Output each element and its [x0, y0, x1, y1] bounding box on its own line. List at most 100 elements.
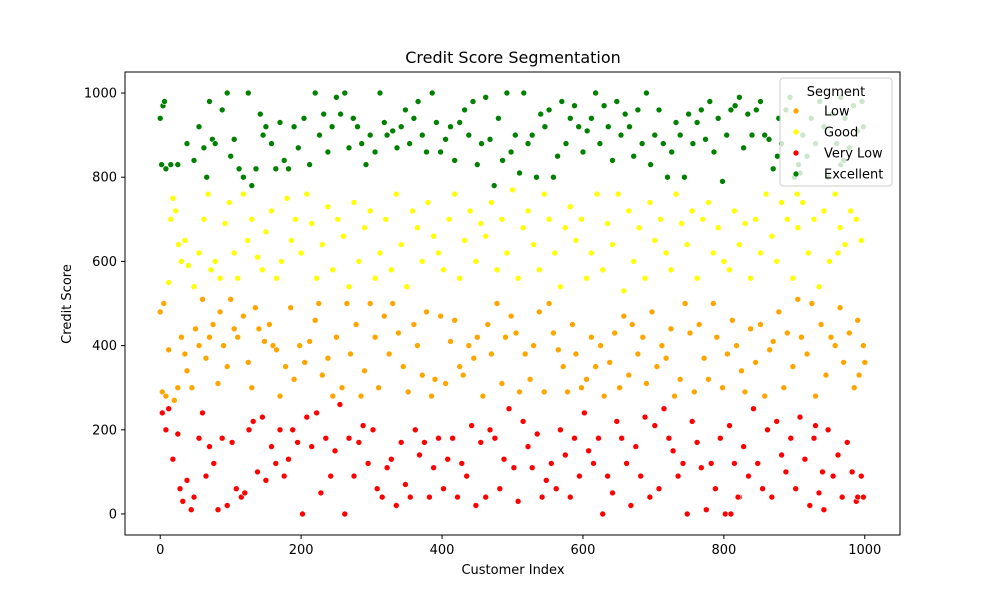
data-point	[540, 190, 548, 198]
data-point	[447, 123, 454, 130]
x-axis-label: Customer Index	[461, 563, 564, 578]
y-tick-label: 0	[109, 507, 117, 522]
data-point	[306, 161, 313, 168]
data-point	[635, 224, 643, 231]
data-point	[834, 451, 842, 459]
legend-label: Low	[824, 105, 850, 120]
data-point	[731, 102, 739, 109]
data-point	[647, 161, 654, 168]
data-point	[723, 131, 731, 139]
data-point	[660, 405, 668, 413]
data-point	[176, 485, 184, 493]
legend-box	[779, 77, 893, 187]
y-tick-label: 400	[92, 339, 117, 354]
data-point	[207, 266, 215, 274]
data-point	[764, 426, 771, 434]
data-point	[463, 472, 471, 480]
data-point	[613, 418, 621, 425]
data-point	[740, 144, 747, 152]
data-point	[558, 98, 566, 105]
data-point	[349, 115, 357, 122]
data-point	[421, 439, 428, 446]
data-point	[313, 409, 320, 417]
data-point	[280, 157, 288, 164]
data-point	[169, 195, 177, 202]
data-point	[174, 430, 182, 438]
data-point	[736, 94, 743, 101]
data-point	[815, 489, 823, 497]
data-point	[564, 388, 571, 396]
data-point	[156, 115, 164, 122]
data-point	[287, 304, 294, 312]
data-point	[585, 447, 592, 455]
data-point	[428, 89, 436, 97]
data-point	[329, 392, 337, 400]
data-point	[248, 384, 256, 392]
data-point	[796, 413, 804, 421]
data-point	[775, 308, 783, 316]
legend-label: Good	[824, 126, 858, 141]
data-point	[789, 274, 797, 282]
data-point	[426, 493, 433, 501]
data-point	[646, 199, 654, 206]
data-point	[609, 241, 616, 248]
data-point	[469, 98, 477, 105]
data-point	[449, 434, 456, 442]
data-point	[860, 342, 867, 349]
data-point	[669, 447, 677, 455]
y-tick-label: 800	[92, 171, 117, 186]
data-point	[299, 510, 306, 518]
data-point	[554, 152, 561, 160]
data-point	[503, 249, 511, 257]
data-point	[272, 460, 280, 467]
data-point	[259, 266, 266, 274]
data-point	[824, 426, 832, 434]
data-point	[557, 426, 564, 434]
data-point	[435, 249, 442, 257]
data-point	[662, 354, 670, 362]
data-point	[345, 283, 353, 291]
data-point	[244, 237, 251, 244]
data-point	[537, 110, 545, 118]
data-point	[588, 333, 595, 341]
data-point	[252, 165, 260, 173]
data-point	[678, 220, 685, 227]
data-point	[850, 384, 858, 392]
data-point	[347, 350, 354, 358]
data-point	[414, 98, 422, 105]
data-point	[637, 472, 645, 480]
data-point	[599, 510, 607, 518]
data-point	[278, 258, 285, 265]
data-point	[855, 371, 863, 379]
data-point	[754, 460, 762, 467]
data-point	[472, 502, 480, 509]
data-point	[235, 165, 243, 173]
data-point	[234, 333, 241, 341]
data-point	[269, 342, 277, 349]
data-point	[254, 468, 261, 476]
data-point	[757, 98, 764, 105]
data-point	[623, 460, 630, 467]
data-point	[343, 300, 351, 307]
data-point	[519, 418, 527, 425]
data-point	[674, 472, 682, 480]
data-point	[341, 89, 349, 97]
data-point	[162, 392, 170, 400]
data-point	[206, 443, 213, 450]
data-point	[498, 216, 506, 223]
data-point	[716, 434, 724, 442]
data-point	[203, 173, 210, 181]
data-point	[683, 510, 691, 518]
data-point	[411, 426, 419, 434]
data-point	[459, 371, 467, 379]
data-point	[581, 409, 588, 417]
series-good	[165, 186, 865, 295]
data-point	[371, 274, 379, 282]
data-point	[671, 392, 678, 400]
data-point	[361, 224, 368, 231]
data-point	[366, 131, 374, 139]
data-point	[383, 464, 391, 472]
data-point	[857, 472, 865, 480]
data-point	[651, 237, 659, 244]
data-point	[406, 140, 413, 147]
